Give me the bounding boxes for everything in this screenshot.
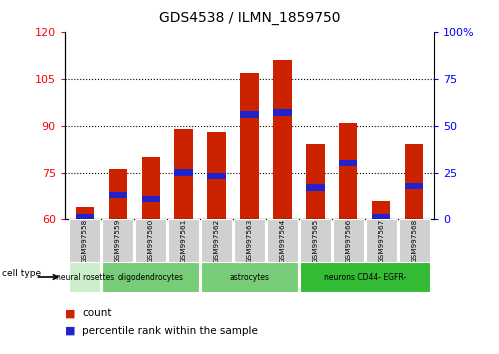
Bar	[306, 184, 324, 191]
Text: GSM997560: GSM997560	[148, 218, 154, 263]
Bar	[241, 111, 258, 118]
Text: neural rosettes: neural rosettes	[55, 273, 114, 281]
Bar	[405, 183, 424, 189]
Bar	[69, 262, 100, 292]
Bar	[405, 144, 424, 219]
Bar	[109, 192, 127, 198]
Bar	[339, 160, 357, 166]
Bar	[75, 215, 94, 221]
Bar	[208, 132, 226, 219]
Bar	[306, 144, 324, 219]
Bar	[175, 170, 193, 176]
Text: GSM997563: GSM997563	[247, 218, 252, 263]
Bar	[339, 122, 357, 219]
Bar	[299, 219, 331, 262]
Bar	[109, 170, 127, 219]
Bar	[142, 157, 160, 219]
Bar	[102, 262, 200, 292]
Text: GSM997559: GSM997559	[115, 218, 121, 263]
Text: GDS4538 / ILMN_1859750: GDS4538 / ILMN_1859750	[159, 11, 340, 25]
Bar	[234, 219, 265, 262]
Bar	[168, 219, 200, 262]
Text: GSM997558: GSM997558	[82, 218, 88, 263]
Bar	[175, 129, 193, 219]
Bar	[372, 215, 390, 221]
Text: GSM997565: GSM997565	[312, 218, 318, 263]
Bar	[372, 201, 390, 219]
Text: oligodendrocytes: oligodendrocytes	[118, 273, 184, 281]
Text: astrocytes: astrocytes	[230, 273, 269, 281]
Bar	[75, 207, 94, 219]
Bar	[366, 219, 397, 262]
Bar	[135, 219, 167, 262]
Text: GSM997566: GSM997566	[345, 218, 351, 263]
Bar	[241, 73, 258, 219]
Text: count: count	[82, 308, 112, 318]
Bar	[102, 219, 133, 262]
Bar	[201, 262, 298, 292]
Bar	[299, 262, 430, 292]
Bar	[201, 219, 233, 262]
Bar	[266, 219, 298, 262]
Bar	[399, 219, 430, 262]
Text: cell type: cell type	[2, 269, 41, 278]
Text: GSM997564: GSM997564	[279, 218, 285, 263]
Text: ■: ■	[65, 326, 75, 336]
Text: percentile rank within the sample: percentile rank within the sample	[82, 326, 258, 336]
Bar	[142, 196, 160, 202]
Text: GSM997561: GSM997561	[181, 218, 187, 263]
Text: GSM997567: GSM997567	[378, 218, 384, 263]
Text: neurons CD44- EGFR-: neurons CD44- EGFR-	[324, 273, 406, 281]
Text: GSM997562: GSM997562	[214, 218, 220, 263]
Bar	[273, 60, 291, 219]
Bar	[69, 219, 100, 262]
Bar	[332, 219, 364, 262]
Text: ■: ■	[65, 308, 75, 318]
Bar	[273, 109, 291, 116]
Bar	[208, 173, 226, 179]
Text: GSM997568: GSM997568	[411, 218, 417, 263]
